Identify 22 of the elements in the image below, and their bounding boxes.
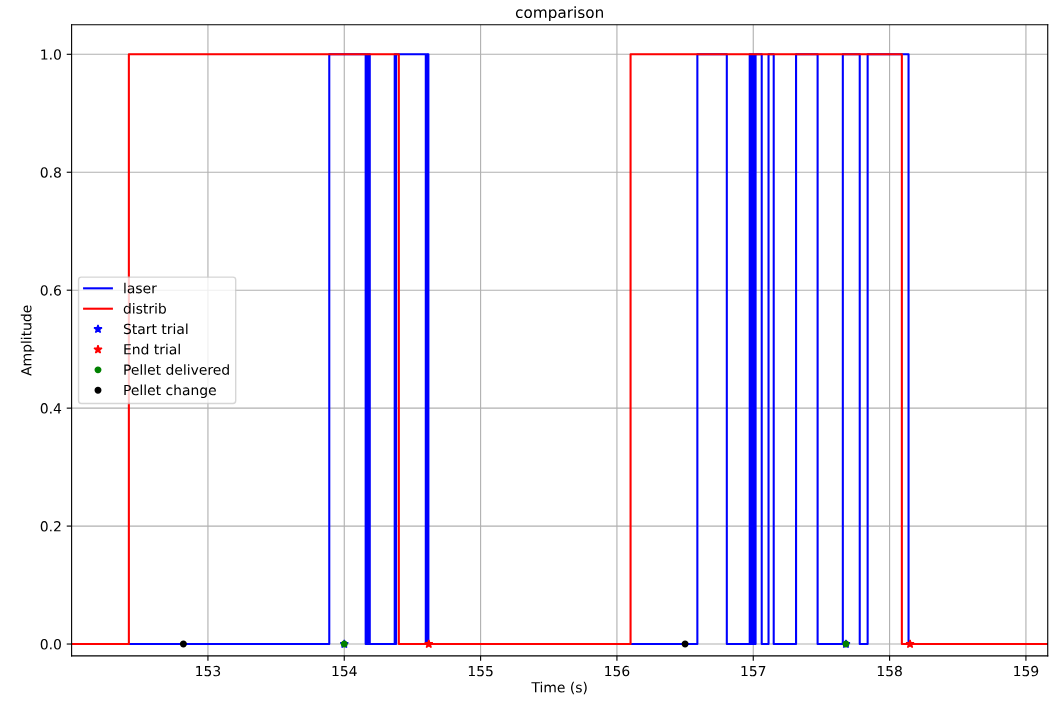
- x-axis-title: Time (s): [531, 681, 587, 695]
- legend-label: Pellet change: [124, 384, 216, 399]
- legend-label: distrib: [123, 303, 166, 314]
- x-tick-label: 159: [1014, 665, 1039, 677]
- x-tick-label: 156: [605, 665, 630, 677]
- legend-label: laser: [124, 282, 157, 294]
- x-tick-label: 155: [468, 665, 493, 677]
- y-tick-label: 0.6: [40, 285, 62, 296]
- legend-label: End trial: [124, 343, 180, 355]
- legend-label: Start trial: [123, 323, 188, 335]
- x-tick-label: 154: [332, 665, 357, 677]
- x-tick-label: 158: [877, 665, 902, 677]
- chart-title: comparison: [515, 6, 603, 22]
- y-tick-label: 0.4: [40, 403, 62, 414]
- y-tick-label: 0.0: [40, 639, 61, 650]
- x-tick-label: 153: [196, 665, 221, 677]
- y-axis-title: Amplitude: [20, 305, 35, 376]
- legend-label: Pellet delivered: [124, 364, 229, 375]
- y-tick-label: 0.2: [40, 521, 61, 532]
- y-tick-label: 0.8: [40, 167, 61, 178]
- x-tick-label: 157: [741, 665, 766, 677]
- y-tick-label: 1.0: [41, 49, 61, 60]
